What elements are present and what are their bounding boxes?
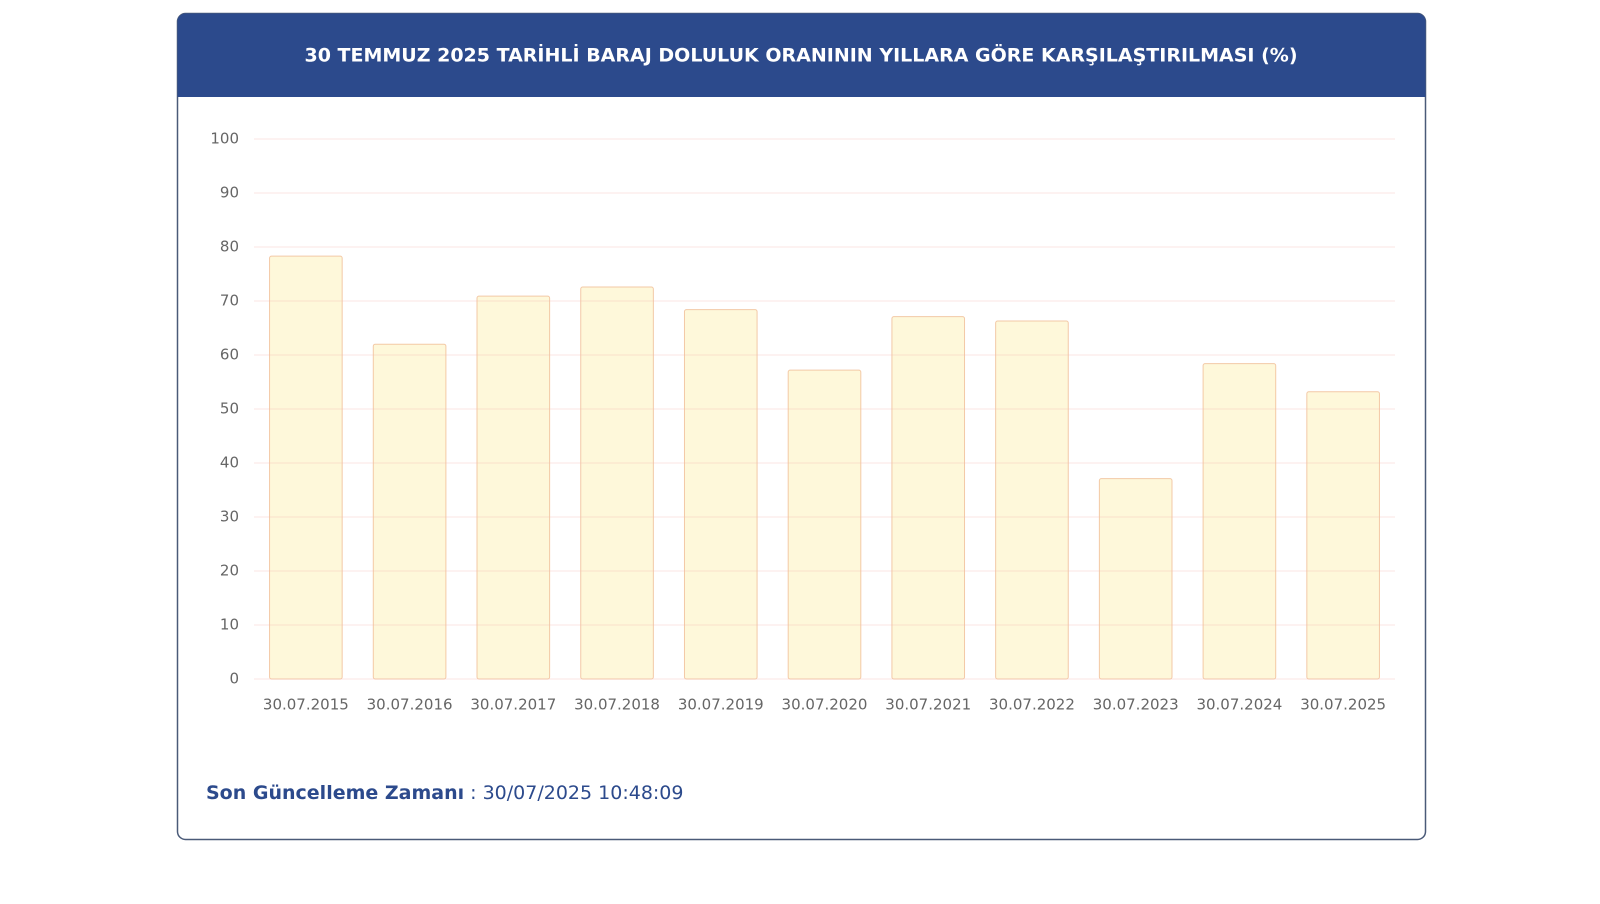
x-tick-label: 30.07.2020 xyxy=(782,696,868,714)
bar xyxy=(476,295,551,680)
x-tick-label: 30.07.2024 xyxy=(1196,696,1282,714)
bar xyxy=(1306,391,1380,680)
y-tick-label: 10 xyxy=(220,616,239,634)
y-tick-label: 90 xyxy=(220,184,239,202)
bar xyxy=(269,255,343,680)
footer-value: : 30/07/2025 10:48:09 xyxy=(470,782,683,804)
y-tick-label: 60 xyxy=(220,346,239,364)
chart-title: 30 TEMMUZ 2025 TARİHLİ BARAJ DOLULUK ORA… xyxy=(304,43,1297,67)
y-tick-label: 80 xyxy=(220,238,239,256)
y-tick-label: 50 xyxy=(220,400,239,418)
bar xyxy=(995,320,1069,680)
x-tick-label: 30.07.2018 xyxy=(574,696,660,714)
y-tick-label: 40 xyxy=(220,454,239,472)
x-tick-label: 30.07.2017 xyxy=(470,696,556,714)
x-tick-label: 30.07.2016 xyxy=(367,696,453,714)
y-tick-label: 0 xyxy=(229,670,239,688)
card-header xyxy=(177,13,1426,97)
bar xyxy=(891,316,966,680)
bar xyxy=(787,369,862,680)
x-tick-label: 30.07.2015 xyxy=(263,696,349,714)
y-tick-label: 100 xyxy=(210,130,239,148)
y-tick-label: 70 xyxy=(220,292,239,310)
x-tick-label: 30.07.2023 xyxy=(1093,696,1179,714)
footer: Son Güncelleme Zamanı : 30/07/2025 10:48:… xyxy=(206,782,683,804)
y-tick-label: 30 xyxy=(220,508,239,526)
x-tick-label: 30.07.2025 xyxy=(1300,696,1386,714)
x-tick-label: 30.07.2022 xyxy=(989,696,1075,714)
x-tick-label: 30.07.2021 xyxy=(885,696,971,714)
bar xyxy=(372,343,447,680)
bar xyxy=(580,286,654,680)
x-tick-label: 30.07.2019 xyxy=(678,696,764,714)
bar xyxy=(1202,363,1277,680)
footer-label: Son Güncelleme Zamanı xyxy=(206,782,464,804)
bar xyxy=(683,309,758,680)
y-tick-label: 20 xyxy=(220,562,239,580)
bar xyxy=(1098,478,1173,680)
